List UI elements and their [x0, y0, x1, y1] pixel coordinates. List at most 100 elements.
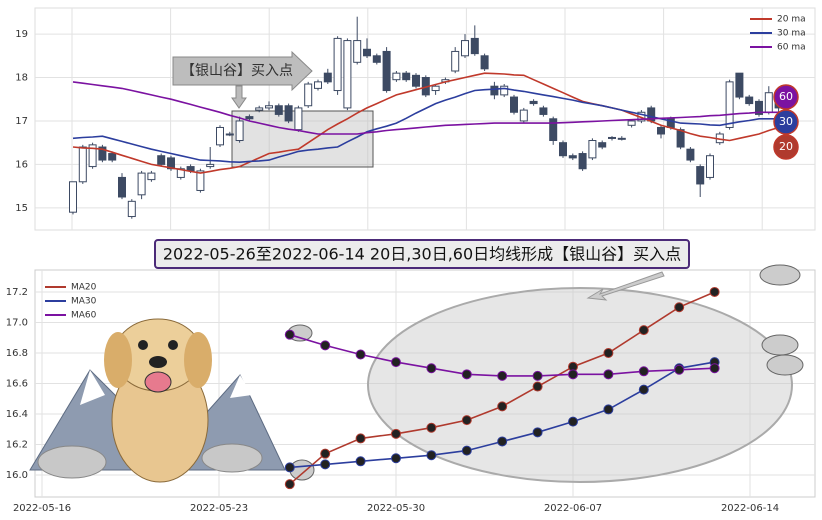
ma-point: [532, 370, 543, 381]
candle-body: [431, 85, 440, 92]
ma-point: [603, 347, 614, 358]
candle-body: [617, 137, 626, 140]
ma-point: [603, 404, 614, 415]
y-tick-label: 16.0: [6, 470, 28, 481]
candle-body: [764, 92, 773, 113]
candle-body: [323, 72, 332, 83]
ma-point: [426, 422, 437, 433]
candle-body: [216, 126, 224, 146]
y-tick-label: 17.0: [6, 317, 28, 328]
ma-point: [284, 479, 295, 490]
candle-body: [274, 105, 283, 115]
candle-body: [88, 144, 97, 168]
ma-point: [568, 416, 578, 427]
candle-body: [529, 100, 538, 105]
candle-body: [480, 55, 489, 70]
x-tick-label: 2022-06-07: [544, 503, 602, 514]
candle-body: [69, 181, 77, 213]
candle-body: [294, 107, 303, 131]
candle-body: [176, 168, 185, 178]
y-tick-label: 15: [15, 203, 28, 214]
ma-point: [638, 384, 649, 395]
candle-body: [314, 81, 322, 89]
badge: [773, 84, 799, 110]
ma-point: [638, 325, 649, 336]
ma-point: [355, 433, 366, 444]
ma-point: [355, 349, 366, 360]
badge: [773, 134, 799, 160]
candle-body: [353, 40, 362, 63]
candle-body: [127, 200, 136, 218]
candle-body: [490, 85, 499, 96]
y-tick-label: 16.8: [6, 348, 28, 359]
ma-point: [320, 459, 331, 470]
candle-body: [461, 40, 469, 57]
candle-body: [510, 96, 518, 113]
legend-label: MA60: [71, 311, 97, 321]
candle-body: [451, 50, 460, 72]
ma-point: [355, 456, 366, 467]
candle-body: [657, 126, 665, 135]
candle-body: [147, 172, 156, 181]
candle-body: [137, 172, 146, 196]
candle-body: [235, 120, 244, 142]
candle-body: [167, 157, 175, 170]
candle-body: [363, 48, 371, 57]
legend-label: 30 ma: [777, 29, 806, 39]
candle-body: [598, 142, 607, 148]
annotation-box: [231, 110, 374, 168]
banner: [154, 239, 690, 269]
candle-body: [402, 72, 411, 81]
y-tick-label: 17: [15, 116, 28, 127]
candle-body: [519, 109, 528, 122]
ma-point: [532, 427, 543, 438]
candle-body: [549, 118, 558, 142]
candle-body: [500, 85, 509, 96]
ma-point: [497, 401, 508, 412]
candle-body: [304, 83, 313, 107]
candle-body: [412, 74, 420, 87]
ma-point: [638, 366, 649, 377]
candle-body: [245, 116, 254, 120]
candle-body: [627, 120, 636, 126]
ma-point: [284, 462, 295, 473]
candle-body: [559, 142, 567, 157]
ma-point: [461, 415, 472, 426]
y-tick-label: 19: [15, 29, 28, 40]
ma-point: [426, 450, 437, 461]
ma-point: [391, 357, 401, 368]
y-tick-label: 18: [15, 73, 28, 84]
ma-point: [709, 286, 720, 297]
highlight-ellipse: [367, 287, 793, 483]
candle-body: [98, 146, 107, 161]
candle-body: [343, 40, 352, 109]
legend-label: 20 ma: [777, 15, 806, 25]
candle-body: [108, 153, 117, 161]
candle-body: [118, 176, 126, 198]
candle-body: [78, 146, 87, 183]
candle-body: [608, 136, 616, 139]
candle-body: [706, 155, 714, 178]
y-tick-label: 16.4: [6, 409, 28, 420]
candle-body: [196, 170, 205, 191]
legend-label: MA30: [71, 297, 97, 307]
ma-point: [320, 448, 331, 459]
candle-body: [333, 37, 342, 92]
x-tick-label: 2022-05-23: [190, 503, 248, 514]
ma-line: [72, 81, 779, 135]
legend-label: MA20: [71, 283, 97, 293]
ma-point: [461, 369, 472, 380]
x-tick-label: 2022-05-16: [13, 503, 71, 514]
candle-body: [255, 107, 264, 111]
ma-point: [674, 364, 685, 375]
ma-point: [674, 302, 685, 313]
ma-point: [497, 436, 508, 447]
candle-body: [755, 100, 763, 115]
candle-body: [745, 96, 754, 105]
ma-point: [568, 369, 578, 380]
banner-title: 2022-05-26至2022-06-14 20日,30日,60日均线形成【银山…: [163, 245, 681, 264]
x-tick-label: 2022-06-14: [721, 503, 779, 514]
candle-body: [392, 72, 401, 81]
y-tick-label: 16: [15, 159, 28, 170]
